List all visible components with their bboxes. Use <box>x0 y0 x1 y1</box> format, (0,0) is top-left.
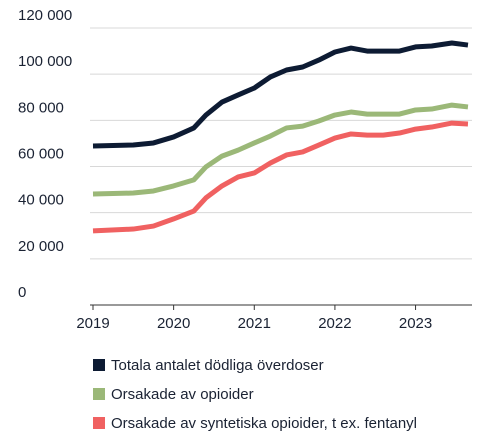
y-tick-label: 40 000 <box>18 192 64 209</box>
series-line <box>92 102 469 197</box>
legend-swatch <box>93 417 105 429</box>
x-tick-label: 2020 <box>157 315 190 332</box>
y-tick-label: 120 000 <box>18 7 72 24</box>
x-tick-label: 2023 <box>399 315 432 332</box>
x-tick-label: 2022 <box>318 315 351 332</box>
legend-swatch <box>93 359 105 371</box>
legend-label: Totala antalet dödliga överdoser <box>111 357 324 374</box>
y-tick-label: 20 000 <box>18 238 64 255</box>
y-tick-label: 80 000 <box>18 99 64 116</box>
x-tick-label: 2021 <box>238 315 271 332</box>
y-tick-label: 60 000 <box>18 146 64 163</box>
y-tick-label: 0 <box>18 284 26 301</box>
legend-label: Orsakade av opioider <box>111 386 254 403</box>
series-line <box>92 120 469 234</box>
legend-swatch <box>93 388 105 400</box>
series-line <box>92 40 469 149</box>
legend-label: Orsakade av syntetiska opioider, t ex. f… <box>111 415 417 432</box>
x-tick-label: 2019 <box>76 315 109 332</box>
y-tick-label: 100 000 <box>18 53 72 70</box>
